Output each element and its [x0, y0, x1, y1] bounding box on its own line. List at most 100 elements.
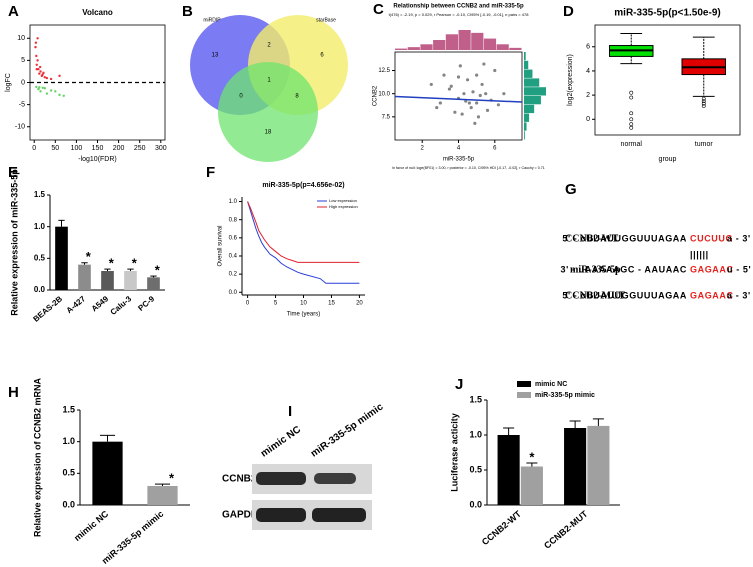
x-tick-label: 10	[300, 301, 307, 307]
point	[465, 78, 470, 82]
point	[480, 82, 484, 87]
x-tick-label: 5	[274, 301, 278, 307]
y-tick-label: 0.6	[229, 235, 238, 241]
y-tick-label: 0.8	[229, 217, 238, 223]
chart-title: miR-335-5p(p=4.656e-02)	[262, 182, 344, 189]
panel-label: G	[565, 181, 577, 198]
point	[54, 90, 57, 93]
venn-diagram: miRDIP starBase 13 2 6 1 0 8 18	[190, 15, 348, 162]
sequence-alignment: CCNB2-WT 5' - cUUAUUGGUUUAGAA CUCUUG a -…	[561, 233, 751, 301]
sequence-suffix: a - 3'	[727, 290, 751, 300]
outlier	[701, 104, 706, 108]
bar	[101, 271, 114, 290]
point	[478, 93, 482, 98]
y-tick-label: 0.0	[62, 499, 75, 509]
y-tick-label: 6	[586, 44, 590, 51]
bar	[497, 435, 520, 505]
sequence-prefix: 5' - cUUAUUGGUUUAGAA	[562, 233, 687, 243]
y-tick-label: 1.5	[469, 394, 482, 404]
point	[62, 94, 65, 97]
panel-label: C	[373, 1, 384, 18]
point	[484, 92, 488, 96]
x-tick-label: 50	[51, 145, 59, 152]
x-axis-label: Time (years)	[287, 312, 320, 318]
point	[473, 121, 477, 125]
panel-label: B	[182, 3, 193, 20]
point	[36, 59, 39, 62]
point	[475, 73, 479, 77]
binding-site: GAGAAC	[690, 264, 734, 274]
histogram-bar	[524, 131, 525, 140]
legend-label: miR-335-5p mimic	[535, 392, 595, 399]
y-tick-label: 0	[586, 116, 590, 123]
sequence-suffix: u - 5'	[727, 264, 751, 274]
y-axis-label: CCNB2	[373, 85, 379, 106]
x-tick-label: 150	[92, 145, 104, 152]
y-tick-label: 0.2	[229, 272, 238, 278]
sequence-label: miR-335-5p	[570, 264, 621, 275]
point	[35, 63, 38, 67]
point	[496, 103, 501, 107]
fit-line	[394, 95, 523, 103]
y-tick-label: 0.5	[34, 253, 46, 262]
significance-mark: *	[109, 256, 115, 271]
legend-swatch	[517, 392, 531, 398]
point	[43, 87, 46, 90]
point	[35, 85, 38, 89]
point	[435, 105, 439, 110]
point	[38, 72, 41, 75]
y-tick-label: 0.4	[229, 254, 238, 260]
outlier	[701, 101, 706, 106]
histogram-bar	[433, 40, 446, 50]
legend-swatch	[517, 381, 531, 387]
point	[58, 93, 61, 97]
y-tick-label: 0.0	[229, 290, 238, 296]
significance-mark: *	[155, 263, 161, 278]
panel-label: I	[288, 403, 292, 420]
venn-count: 18	[265, 130, 272, 136]
point	[42, 71, 45, 74]
point	[442, 73, 446, 77]
venn-count: 2	[267, 43, 271, 49]
chart-title: Relationship between CCNB2 and miR-335-5…	[393, 4, 524, 10]
point	[458, 64, 462, 68]
point	[49, 89, 53, 92]
blot-band	[312, 508, 366, 522]
histogram-bar	[509, 47, 522, 50]
point	[456, 75, 461, 79]
x-axis-label: miR-335-5p	[443, 157, 475, 163]
y-tick-label: 0.5	[469, 464, 482, 474]
x-tick-label: 0	[246, 301, 250, 307]
histogram-bar	[395, 48, 408, 50]
bar	[564, 428, 587, 505]
significance-mark: *	[169, 471, 175, 486]
y-tick-label: 1.0	[34, 222, 46, 231]
y-tick-label: 0	[21, 79, 25, 86]
panel-label: H	[8, 384, 19, 401]
point	[38, 86, 41, 89]
venn-count: 8	[295, 94, 299, 100]
point	[462, 92, 466, 96]
bar	[520, 466, 543, 505]
significance-mark: *	[86, 249, 92, 264]
bar	[92, 441, 123, 505]
binding-site: CUCUUG	[690, 233, 733, 243]
point	[39, 70, 42, 73]
x-tick-label: 100	[71, 145, 83, 152]
histogram-bar	[524, 69, 533, 78]
point	[39, 90, 42, 93]
significance-mark: *	[529, 449, 535, 464]
y-tick-label: -10	[15, 124, 25, 131]
histogram-bar	[471, 32, 484, 50]
legend-label: mimic NC	[535, 381, 567, 388]
bar	[55, 226, 68, 290]
venn-set-label: miRDIP	[203, 17, 221, 23]
panel-label: D	[563, 3, 574, 20]
point	[438, 101, 442, 105]
outlier	[629, 117, 634, 122]
point	[49, 77, 53, 81]
point	[35, 54, 38, 58]
sequence-prefix: 5' - cUUAUUGGUUUAGAA	[562, 290, 687, 300]
point	[476, 115, 481, 119]
